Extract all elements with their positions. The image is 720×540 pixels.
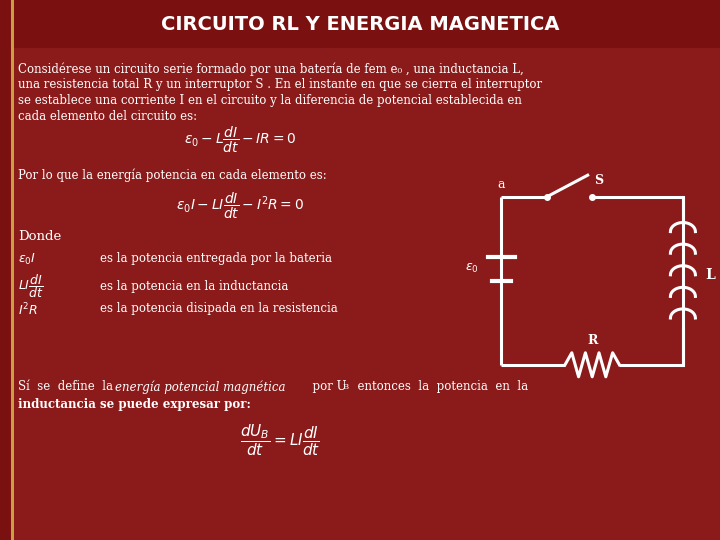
Bar [0,0,720,48]
Text: Considérese un circuito serie formado por una batería de fem e₀ , una inductanci: Considérese un circuito serie formado po… [18,62,523,76]
Text: entonces  la  potencia  en  la: entonces la potencia en la [350,380,528,393]
Text: Sí  se  define  la: Sí se define la [18,380,120,393]
Text: inductancia se puede expresar por:: inductancia se puede expresar por: [18,398,251,411]
Text: $\varepsilon_0 I$: $\varepsilon_0 I$ [18,252,36,267]
Text: $LI\dfrac{dI}{dt}$: $LI\dfrac{dI}{dt}$ [18,272,44,300]
Text: S: S [595,173,603,186]
Text: cada elemento del circuito es:: cada elemento del circuito es: [18,110,197,123]
Text: Donde: Donde [18,230,61,243]
Text: energía potencial magnética: energía potencial magnética [115,380,286,394]
Text: $I^2 R$: $I^2 R$ [18,302,38,319]
Text: R: R [587,334,598,347]
Text: es la potencia en la inductancia: es la potencia en la inductancia [100,280,289,293]
Text: $\varepsilon_0 - L\dfrac{dI}{dt} - IR = 0$: $\varepsilon_0 - L\dfrac{dI}{dt} - IR = … [184,125,296,155]
Text: se establece una corriente I en el circuito y la diferencia de potencial estable: se establece una corriente I en el circu… [18,94,522,107]
Text: es la potencia entregada por la bateria: es la potencia entregada por la bateria [100,252,332,265]
Bar [0,0,12,540]
Text: $\varepsilon_0 I - LI\dfrac{dI}{dt} - I^2 R = 0$: $\varepsilon_0 I - LI\dfrac{dI}{dt} - I^… [176,191,304,221]
Text: $\varepsilon_0$: $\varepsilon_0$ [465,262,479,275]
Text: por U: por U [305,380,346,393]
Text: es la potencia disipada en la resistencia: es la potencia disipada en la resistenci… [100,302,338,315]
Text: Por lo que la energía potencia en cada elemento es:: Por lo que la energía potencia en cada e… [18,168,327,181]
Text: B: B [343,383,349,391]
Text: una resistencia total R y un interruptor S . En el instante en que se cierra el : una resistencia total R y un interruptor… [18,78,542,91]
Text: CIRCUITO RL Y ENERGIA MAGNETICA: CIRCUITO RL Y ENERGIA MAGNETICA [161,15,559,33]
Text: $\dfrac{dU_B}{dt} = LI\dfrac{dI}{dt}$: $\dfrac{dU_B}{dt} = LI\dfrac{dI}{dt}$ [240,422,320,458]
Text: a: a [498,178,505,191]
Text: L: L [706,268,715,282]
Bar [11,0,14,540]
